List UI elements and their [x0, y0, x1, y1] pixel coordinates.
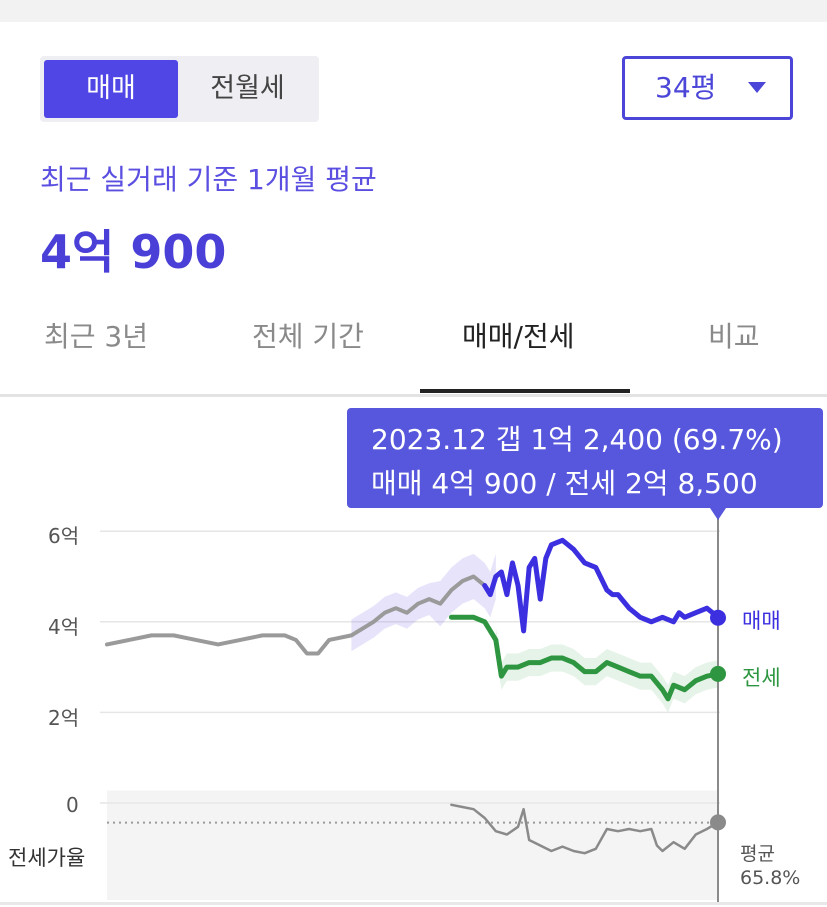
- price-caption: 최근 실거래 기준 1개월 평균: [40, 163, 377, 196]
- jeonse-ratio-label: 전세가율: [8, 846, 86, 870]
- sale-end-marker: [710, 609, 726, 626]
- top-strip: [0, 0, 827, 22]
- jeonse-range-band: [495, 626, 718, 713]
- size-dropdown-value: 34평: [655, 71, 717, 104]
- sale-history-line: [105, 574, 487, 656]
- legend-jeonse: 전세: [742, 666, 781, 690]
- chart-tooltip: 2023.12 갭 1억 2,400 (69.7%) 매매 4억 900 / 전…: [347, 408, 823, 508]
- tooltip-pointer: [710, 508, 726, 520]
- jeonse-line: [448, 614, 721, 702]
- jeonse-ratio-line: [450, 803, 720, 855]
- tooltip-price-line: 매매 4억 900 / 전세 2억 8,500: [371, 467, 758, 500]
- ratio-panel-bg: [107, 790, 718, 900]
- y-tick-label: 2억: [48, 706, 80, 730]
- active-tab-indicator: [420, 389, 630, 393]
- tabs-divider: [0, 394, 827, 397]
- sale-line: [482, 537, 721, 634]
- trade-type-toggle: 매매 전월세: [40, 56, 319, 122]
- y-tick-label: 0: [66, 793, 79, 817]
- tooltip-gap-line: 2023.12 갭 1억 2,400 (69.7%): [371, 423, 783, 456]
- chevron-down-icon: [748, 82, 766, 93]
- ratio-end-marker: [710, 814, 726, 831]
- size-dropdown[interactable]: 34평: [622, 56, 793, 120]
- ratio-average-label: 평균: [740, 843, 775, 865]
- ratio-average: 평균 65.8%: [740, 842, 800, 890]
- tab-sale-jeonse[interactable]: 매매/전세: [462, 320, 575, 353]
- price-chart[interactable]: [0, 397, 827, 907]
- jeonse-end-marker: [710, 665, 726, 682]
- average-price: 4억 900: [40, 225, 227, 279]
- ratio-average-value: 65.8%: [740, 867, 801, 889]
- tab-compare[interactable]: 비교: [708, 320, 760, 353]
- chart-canvas: [100, 508, 726, 905]
- y-tick-label: 6억: [48, 524, 80, 548]
- bottom-divider: [0, 902, 827, 905]
- toggle-jeonse-wolse-button[interactable]: 전월세: [210, 73, 285, 104]
- toggle-sale-button[interactable]: 매매: [44, 60, 178, 118]
- y-tick-label: 4억: [48, 615, 80, 639]
- legend-sale: 매매: [742, 609, 781, 633]
- period-tabs: 최근 3년 전체 기간 매매/전세 비교: [0, 305, 827, 395]
- tab-all-period[interactable]: 전체 기간: [252, 320, 364, 353]
- tab-recent-3y[interactable]: 최근 3년: [44, 320, 148, 353]
